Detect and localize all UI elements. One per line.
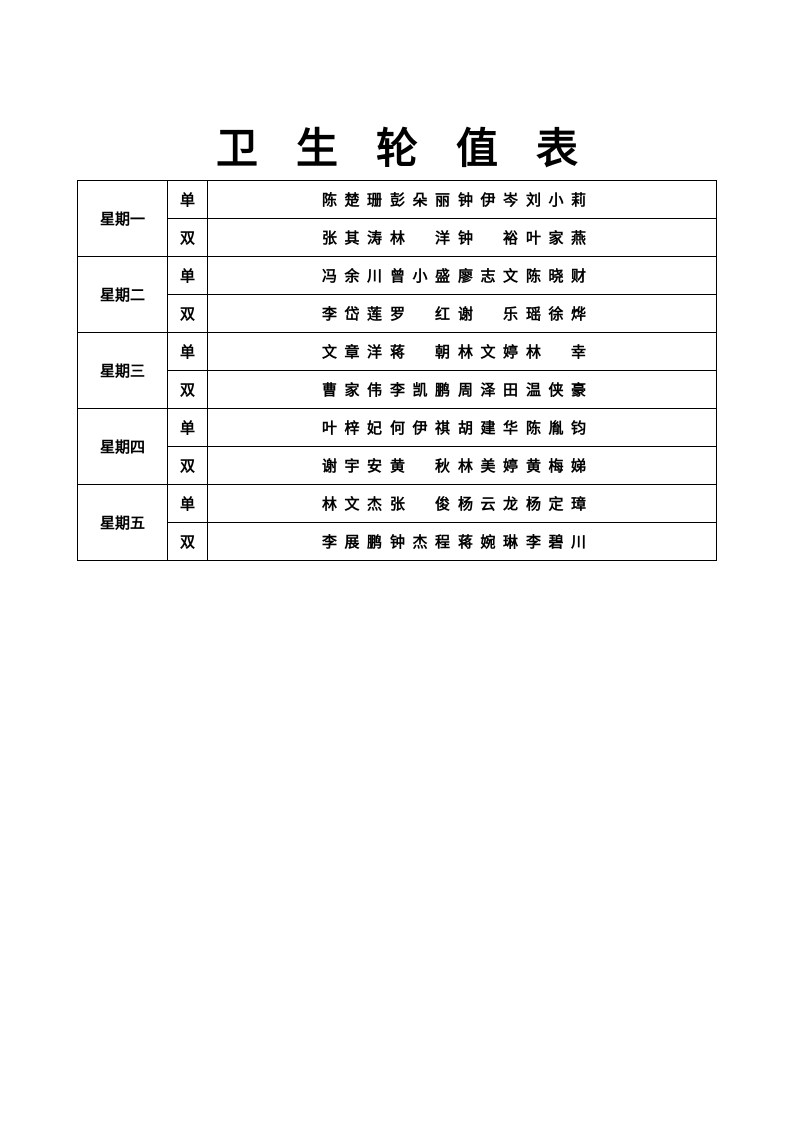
person-name: 何伊祺 [390,417,450,438]
person-name: 林文婷 [458,341,518,362]
names-cell: 冯余川曾小盛廖志文陈晓财 [208,257,717,295]
person-name: 刘小莉 [526,189,586,210]
table-row: 星期五单林文杰张俊杨云龙杨定璋 [78,485,717,523]
person-name: 李碧川 [526,531,586,552]
table-row: 星期二单冯余川曾小盛廖志文陈晓财 [78,257,717,295]
names-cell: 谢宇安黄秋林美婷黄梅娣 [208,447,717,485]
person-name: 叶梓妃 [322,417,382,438]
names-cell: 陈楚珊彭朵丽钟伊岑刘小莉 [208,181,717,219]
type-cell-single: 单 [168,333,208,371]
name-row: 冯余川曾小盛廖志文陈晓财 [322,265,716,286]
table-row: 双 李岱莲罗红谢乐瑶徐烨 [78,295,717,333]
name-row: 张其涛林洋钟裕叶家燕 [322,227,716,248]
name-row: 曹家伟李凯鹏周泽田温侠豪 [322,379,716,400]
type-cell-double: 双 [168,447,208,485]
document-container: 卫生轮值表 星期一单陈楚珊彭朵丽钟伊岑刘小莉双张其涛林洋钟裕叶家燕星期二单冯余川… [77,115,717,561]
person-name: 谢宇安 [322,455,382,476]
day-cell: 星期五 [78,485,168,561]
person-name: 林文杰 [322,493,382,514]
person-name: 黄梅娣 [526,455,586,476]
person-name: 林幸 [526,341,586,362]
names-cell: 张其涛林洋钟裕叶家燕 [208,219,717,257]
names-cell: 叶梓妃何伊祺胡建华陈胤钧 [208,409,717,447]
type-cell-single: 单 [168,181,208,219]
name-row: 李岱莲罗红谢乐瑶徐烨 [322,303,716,324]
type-cell-single: 单 [168,257,208,295]
duty-table-body: 星期一单陈楚珊彭朵丽钟伊岑刘小莉双张其涛林洋钟裕叶家燕星期二单冯余川曾小盛廖志文… [78,181,717,561]
page-title: 卫生轮值表 [77,115,717,176]
table-row: 星期三单文章洋蒋朝林文婷林幸 [78,333,717,371]
day-cell: 星期二 [78,257,168,333]
person-name: 张俊 [390,493,450,514]
person-name: 陈晓财 [526,265,586,286]
person-name: 杨云龙 [458,493,518,514]
person-name: 钟杰程 [390,531,450,552]
person-name: 张其涛 [322,227,382,248]
person-name: 谢乐 [458,303,518,324]
name-row: 叶梓妃何伊祺胡建华陈胤钧 [322,417,716,438]
type-cell-double: 双 [168,295,208,333]
person-name: 冯余川 [322,265,382,286]
person-name: 陈胤钧 [526,417,586,438]
names-cell: 林文杰张俊杨云龙杨定璋 [208,485,717,523]
person-name: 曾小盛 [390,265,450,286]
person-name: 黄秋 [390,455,450,476]
table-row: 双 曹家伟李凯鹏周泽田温侠豪 [78,371,717,409]
person-name: 蒋婉琳 [458,531,518,552]
person-name: 陈楚珊 [322,189,382,210]
names-cell: 李展鹏钟杰程蒋婉琳李碧川 [208,523,717,561]
names-cell: 文章洋蒋朝林文婷林幸 [208,333,717,371]
person-name: 罗红 [390,303,450,324]
name-row: 谢宇安黄秋林美婷黄梅娣 [322,455,716,476]
person-name: 温侠豪 [526,379,586,400]
person-name: 瑶徐烨 [526,303,586,324]
day-cell: 星期一 [78,181,168,257]
person-name: 彭朵丽 [390,189,450,210]
person-name: 蒋朝 [390,341,450,362]
person-name: 文章洋 [322,341,382,362]
table-row: 星期四单叶梓妃何伊祺胡建华陈胤钧 [78,409,717,447]
table-row: 星期一单陈楚珊彭朵丽钟伊岑刘小莉 [78,181,717,219]
type-cell-double: 双 [168,523,208,561]
person-name: 叶家燕 [526,227,586,248]
person-name: 杨定璋 [526,493,586,514]
person-name: 钟伊岑 [458,189,518,210]
type-cell-single: 单 [168,485,208,523]
person-name: 李凯鹏 [390,379,450,400]
day-cell: 星期三 [78,333,168,409]
table-row: 双 谢宇安黄秋林美婷黄梅娣 [78,447,717,485]
type-cell-single: 单 [168,409,208,447]
day-cell: 星期四 [78,409,168,485]
person-name: 胡建华 [458,417,518,438]
names-cell: 曹家伟李凯鹏周泽田温侠豪 [208,371,717,409]
names-cell: 李岱莲罗红谢乐瑶徐烨 [208,295,717,333]
table-row: 双 张其涛林洋钟裕叶家燕 [78,219,717,257]
name-row: 文章洋蒋朝林文婷林幸 [322,341,716,362]
name-row: 李展鹏钟杰程蒋婉琳李碧川 [322,531,716,552]
name-row: 陈楚珊彭朵丽钟伊岑刘小莉 [322,189,716,210]
person-name: 曹家伟 [322,379,382,400]
person-name: 李展鹏 [322,531,382,552]
person-name: 林美婷 [458,455,518,476]
table-row: 双 李展鹏钟杰程蒋婉琳李碧川 [78,523,717,561]
person-name: 廖志文 [458,265,518,286]
type-cell-double: 双 [168,219,208,257]
person-name: 林洋 [390,227,450,248]
person-name: 钟裕 [458,227,518,248]
type-cell-double: 双 [168,371,208,409]
name-row: 林文杰张俊杨云龙杨定璋 [322,493,716,514]
person-name: 周泽田 [458,379,518,400]
person-name: 李岱莲 [322,303,382,324]
duty-table: 星期一单陈楚珊彭朵丽钟伊岑刘小莉双张其涛林洋钟裕叶家燕星期二单冯余川曾小盛廖志文… [77,180,717,561]
